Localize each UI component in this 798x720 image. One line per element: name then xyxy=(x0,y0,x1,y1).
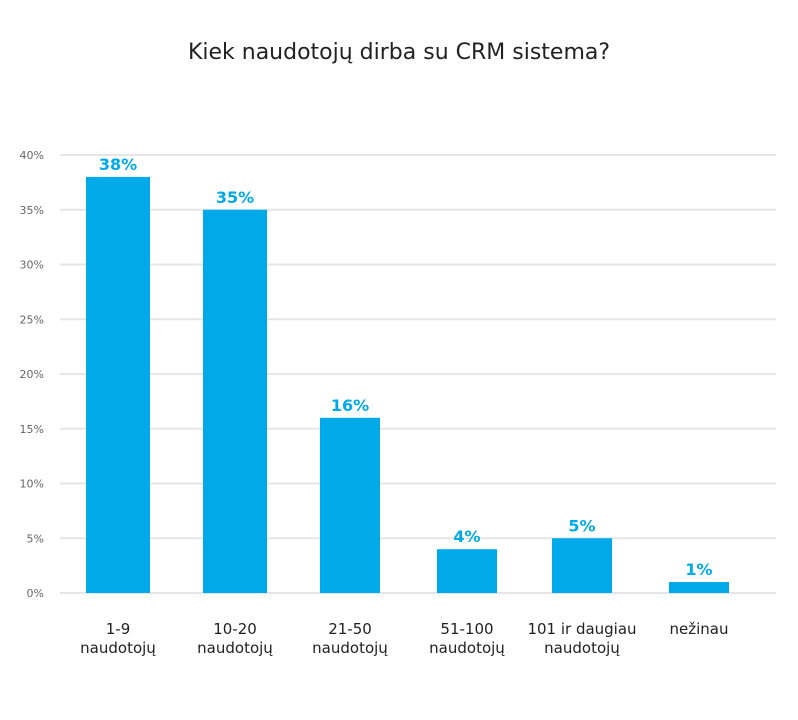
y-tick-label: 20% xyxy=(20,368,44,381)
bar xyxy=(552,538,612,593)
x-tick-label: 10-20 xyxy=(213,620,257,638)
y-tick-label: 15% xyxy=(20,423,44,436)
data-label: 16% xyxy=(331,396,369,415)
bar xyxy=(86,176,150,593)
data-label: 1% xyxy=(685,560,712,579)
x-tick-label: 51-100 xyxy=(440,620,493,638)
data-label: 35% xyxy=(216,188,254,207)
x-tick-label: 1-9 xyxy=(106,620,131,638)
x-tick-label: naudotojų xyxy=(80,639,156,657)
y-tick-label: 25% xyxy=(20,313,44,326)
bar xyxy=(437,549,497,593)
bar xyxy=(320,417,380,593)
y-tick-label: 30% xyxy=(20,259,44,272)
data-label: 38% xyxy=(99,155,137,174)
data-labels: 38% 35% 16% 4% 5% 1% xyxy=(99,155,713,579)
x-tick-label: 21-50 xyxy=(328,620,372,638)
x-tick-label: naudotojų xyxy=(197,639,273,657)
gridlines xyxy=(60,154,776,594)
y-tick-label: 5% xyxy=(27,532,44,545)
bars xyxy=(86,176,729,593)
x-tick-label: naudotojų xyxy=(429,639,505,657)
chart-title: Kiek naudotojų dirba su CRM sistema? xyxy=(187,40,611,65)
x-tick-label: nežinau xyxy=(670,620,729,638)
data-label: 4% xyxy=(453,527,480,546)
y-tick-label: 40% xyxy=(20,149,44,162)
y-tick-label: 0% xyxy=(27,587,44,600)
x-tick-label: 101 ir daugiau xyxy=(527,620,636,638)
x-axis-ticks: 1-9naudotojų10-20naudotojų21-50naudotojų… xyxy=(80,620,728,657)
bar xyxy=(203,209,267,593)
y-axis-ticks: 0% 5% 10% 15% 20% 25% 30% 35% 40% xyxy=(20,149,44,600)
x-tick-label: naudotojų xyxy=(544,639,620,657)
x-tick-label: naudotojų xyxy=(312,639,388,657)
data-label: 5% xyxy=(568,516,595,535)
bar xyxy=(669,582,729,593)
y-tick-label: 35% xyxy=(20,204,44,217)
y-tick-label: 10% xyxy=(20,478,44,491)
